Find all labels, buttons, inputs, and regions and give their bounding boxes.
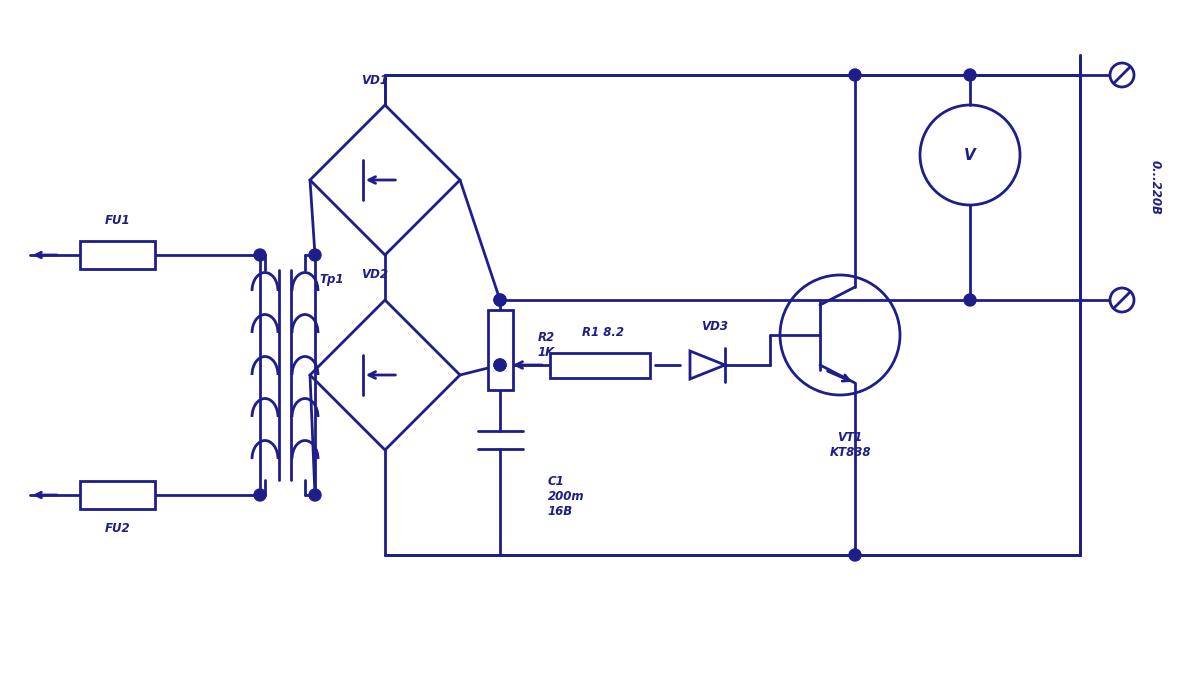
Circle shape bbox=[494, 359, 506, 371]
Circle shape bbox=[1110, 288, 1134, 312]
Text: VD2: VD2 bbox=[361, 269, 389, 281]
FancyBboxPatch shape bbox=[550, 352, 650, 377]
Text: FU2: FU2 bbox=[104, 522, 131, 535]
Text: R1 8.2: R1 8.2 bbox=[582, 326, 624, 339]
Circle shape bbox=[964, 69, 976, 81]
Text: V: V bbox=[964, 148, 976, 163]
Circle shape bbox=[850, 69, 862, 81]
Circle shape bbox=[850, 549, 862, 561]
Circle shape bbox=[964, 294, 976, 306]
Text: C1
200m
16B: C1 200m 16B bbox=[547, 475, 584, 518]
Text: VT1
KT838: VT1 KT838 bbox=[829, 431, 871, 459]
Text: R2
1K: R2 1K bbox=[538, 331, 554, 359]
FancyBboxPatch shape bbox=[80, 481, 155, 509]
Circle shape bbox=[1110, 63, 1134, 87]
Text: Tp1: Tp1 bbox=[319, 273, 343, 286]
Circle shape bbox=[254, 249, 266, 261]
Circle shape bbox=[310, 249, 322, 261]
Circle shape bbox=[494, 294, 506, 306]
Circle shape bbox=[254, 489, 266, 501]
FancyBboxPatch shape bbox=[487, 310, 512, 390]
FancyBboxPatch shape bbox=[80, 241, 155, 269]
Text: VD1: VD1 bbox=[361, 74, 389, 86]
Text: VD3: VD3 bbox=[702, 319, 728, 333]
Circle shape bbox=[494, 294, 506, 306]
Circle shape bbox=[310, 489, 322, 501]
Text: 0...220B: 0...220B bbox=[1148, 160, 1162, 215]
Text: FU1: FU1 bbox=[104, 215, 131, 227]
Circle shape bbox=[494, 359, 506, 371]
